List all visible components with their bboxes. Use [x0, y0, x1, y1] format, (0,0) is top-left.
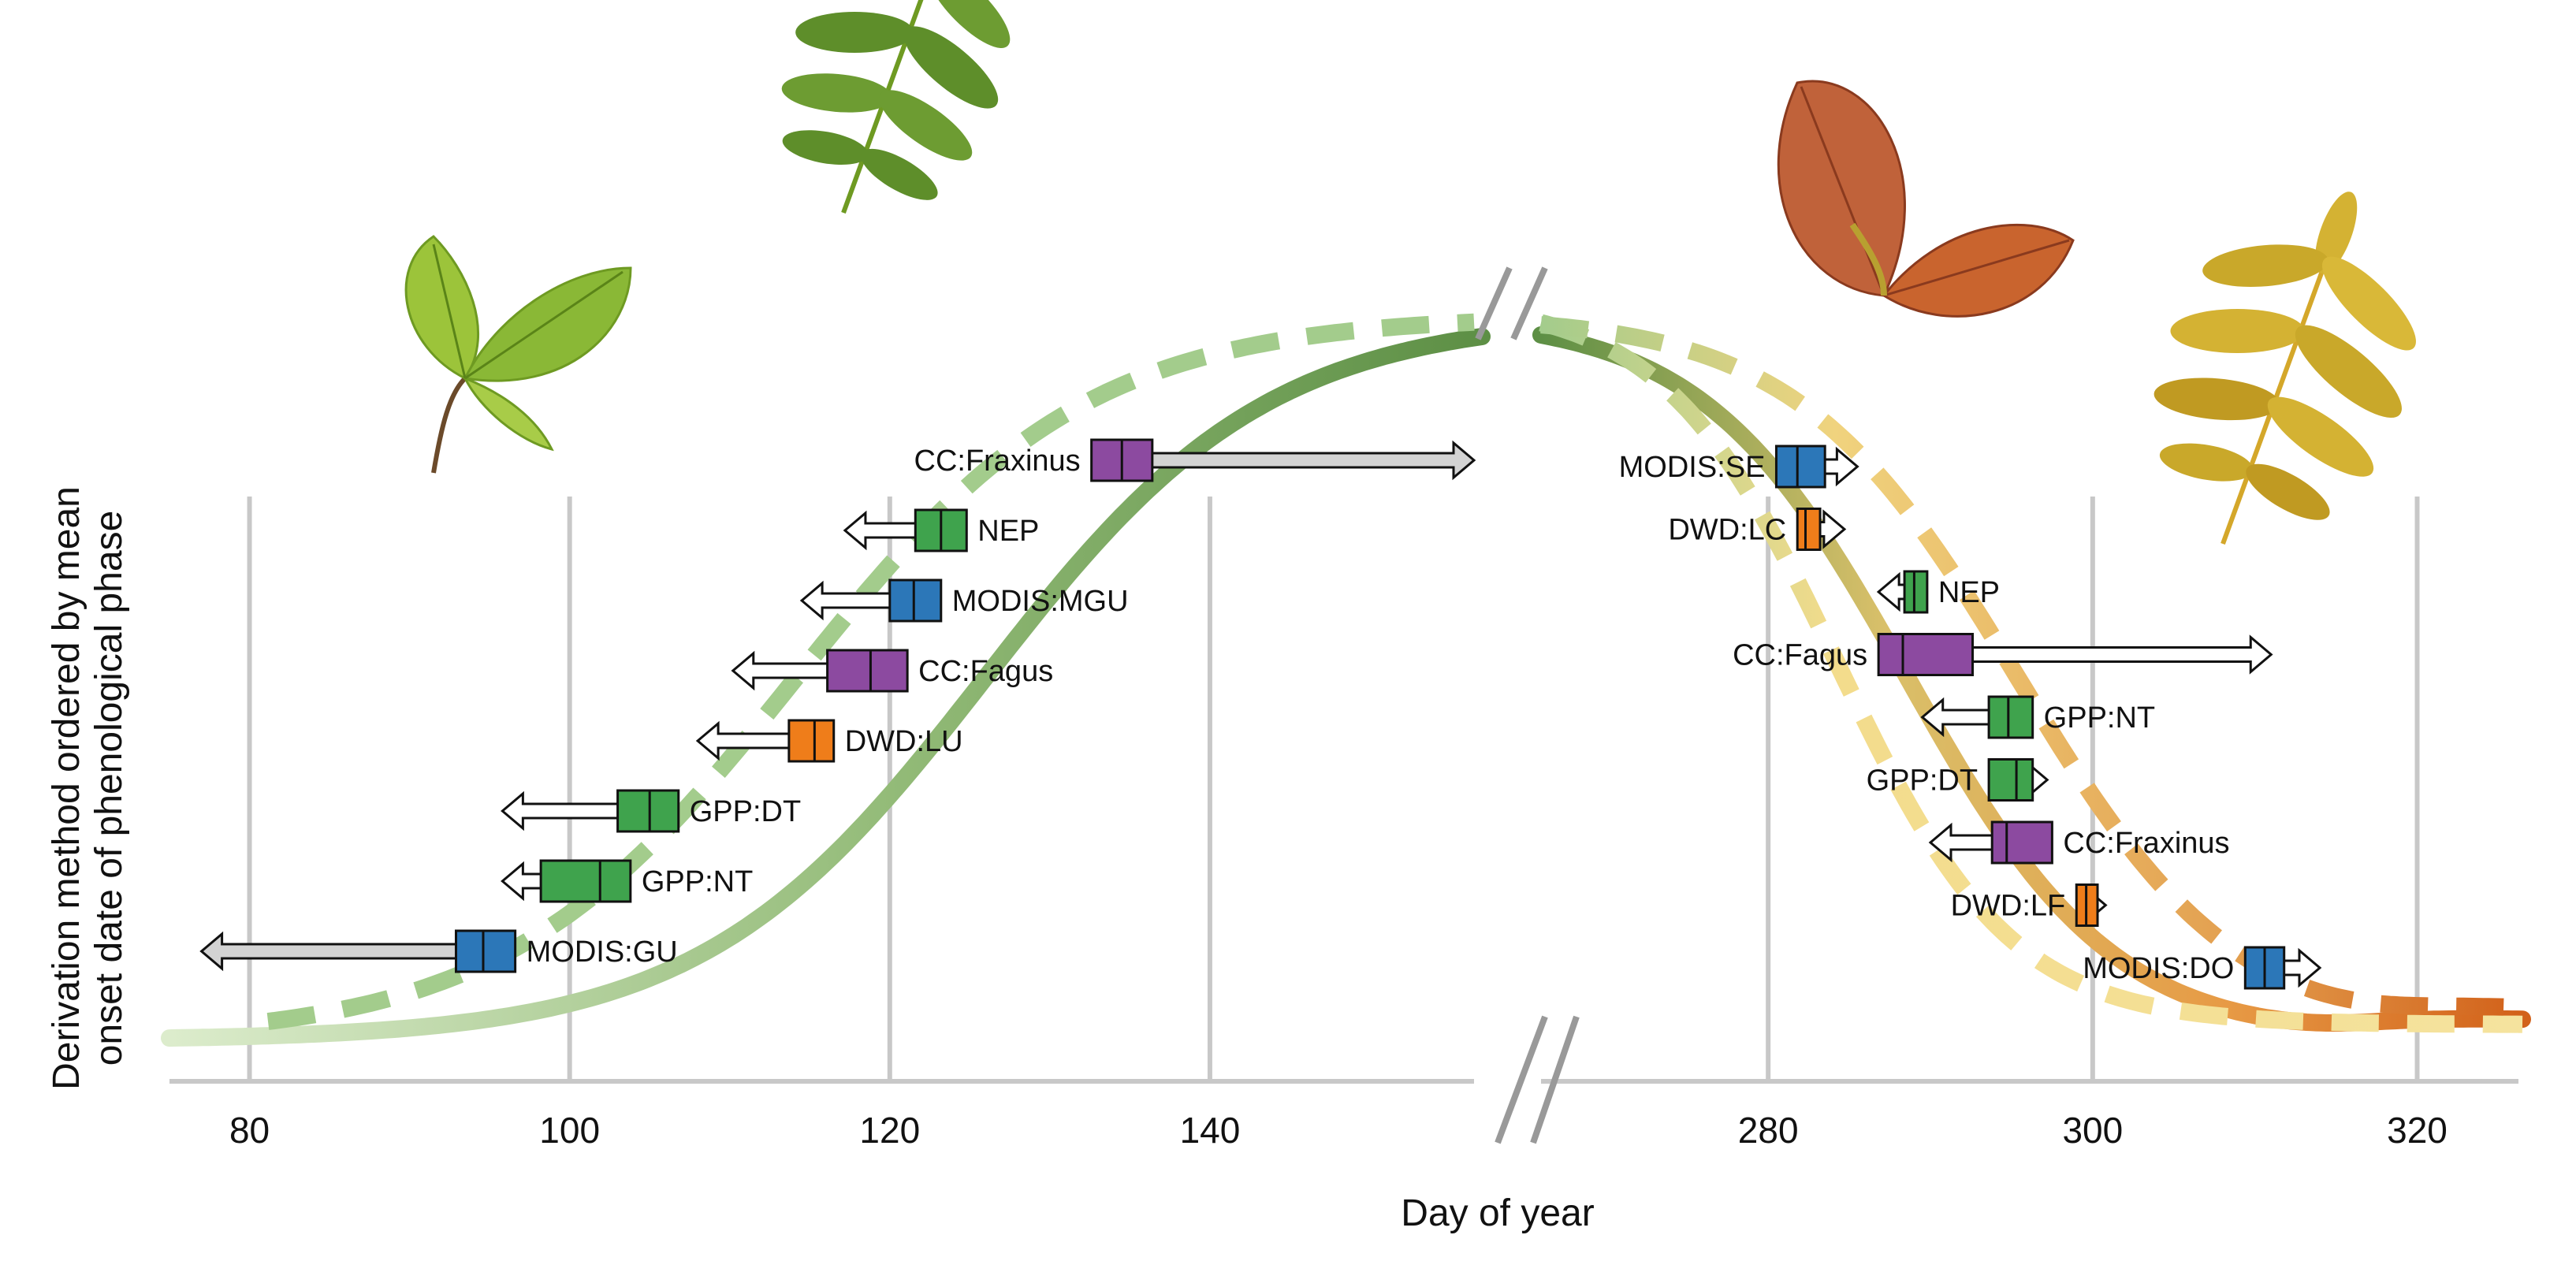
spring-curve-solid	[161, 328, 1491, 1047]
method-row-autumn-dwd-lc: DWD:LC	[1668, 508, 1847, 551]
ash-leaf-spring-icon	[781, 0, 1011, 214]
method-label: DWD:LU	[845, 725, 963, 758]
interval-box	[1877, 633, 1975, 676]
method-row-spring-gpp-dt: GPP:DT	[501, 789, 801, 833]
method-label: GPP:DT	[690, 795, 801, 828]
x-tick-label-120: 120	[859, 1110, 920, 1151]
x-tick-label-320: 320	[2387, 1110, 2448, 1151]
spring-curve-dashed	[266, 313, 1475, 1030]
method-row-spring-nep: NEP	[843, 508, 1039, 552]
method-row-autumn-gpp-dt: GPP:DT	[1867, 758, 2049, 802]
interval-box	[454, 929, 517, 973]
interval-box	[539, 859, 632, 903]
method-label: GPP:DT	[1867, 764, 1978, 798]
method-label: NEP	[977, 515, 1039, 548]
autumn-curve-dashed-early	[1539, 314, 2523, 1033]
method-row-autumn-nep: NEP	[1876, 570, 2000, 614]
interval-box	[1903, 570, 1929, 614]
method-row-autumn-dwd-lf: DWD:LF	[1951, 883, 2108, 927]
x-tick-label-140: 140	[1180, 1110, 1241, 1151]
interval-box	[1990, 820, 2053, 865]
y-axis-title-line1: Derivation method ordered by mean	[46, 486, 87, 1090]
method-label: GPP:NT	[2044, 701, 2155, 735]
x-tick-label-80: 80	[229, 1110, 270, 1151]
interval-box	[1774, 445, 1826, 489]
method-intervals: CC:Fraxinus NEP MODIS:MGU CC:Fagus DWD:LU GPP…	[199, 438, 2322, 990]
interval-box	[1796, 508, 1822, 551]
axis-break-mark-top-1	[1510, 266, 1548, 340]
x-axis-title: Day of year	[1401, 1192, 1594, 1234]
trend-arrow	[1120, 440, 1476, 481]
method-label: MODIS:MGU	[952, 585, 1129, 618]
interval-box	[1987, 758, 2034, 802]
method-row-autumn-modis-se: MODIS:SE	[1619, 445, 1859, 489]
method-row-spring-modis-mgu: MODIS:MGU	[799, 578, 1129, 623]
x-tick-label-280: 280	[1738, 1110, 1799, 1151]
method-label: MODIS:GU	[527, 936, 678, 969]
x-tick-label-300: 300	[2062, 1110, 2123, 1151]
method-label: DWD:LC	[1668, 514, 1786, 547]
method-label: CC:Fraxinus	[914, 445, 1081, 478]
interval-box	[1987, 695, 2034, 739]
method-label: DWD:LF	[1951, 890, 2066, 923]
method-row-autumn-modis-do: MODIS:DO	[2083, 946, 2322, 990]
interval-box	[787, 719, 836, 763]
method-row-autumn-gpp-nt: GPP:NT	[1920, 695, 2155, 739]
method-row-spring-cc-fraxinus: CC:Fraxinus	[914, 438, 1476, 482]
method-label: CC:Fagus	[918, 655, 1053, 688]
method-row-spring-dwd-lu: DWD:LU	[695, 719, 963, 763]
trend-arrow	[199, 931, 485, 972]
axis-break-mark-bottom-1	[1530, 1015, 1580, 1144]
beech-leaf-spring-icon	[404, 235, 632, 474]
y-axis-title: Derivation method ordered by mean onset …	[46, 486, 130, 1090]
method-label: CC:Fagus	[1733, 639, 1867, 672]
ash-leaf-autumn-icon	[2153, 192, 2416, 545]
method-row-spring-modis-gu: MODIS:GU	[199, 929, 678, 973]
method-label: GPP:NT	[642, 865, 753, 898]
interval-box	[826, 649, 909, 693]
method-label: MODIS:DO	[2083, 952, 2234, 985]
axis-break-mark-bottom-0	[1495, 1015, 1548, 1144]
method-row-spring-cc-fagus: CC:Fagus	[731, 649, 1053, 693]
interval-box	[616, 789, 680, 833]
method-label: NEP	[1938, 576, 2000, 609]
method-label: CC:Fraxinus	[2063, 827, 2229, 860]
autumn-curve-dashed-late	[1540, 316, 2523, 1017]
method-label: MODIS:SE	[1619, 451, 1766, 484]
phenology-curves	[161, 313, 2531, 1047]
method-row-autumn-cc-fagus: CC:Fagus	[1733, 633, 2273, 676]
x-axis: 80 100 120 140 280 300 320	[169, 266, 2518, 1151]
method-row-spring-gpp-nt: GPP:NT	[501, 859, 753, 903]
beech-leaf-autumn-icon	[1777, 80, 2075, 318]
axis-break-mark-top-0	[1475, 266, 1513, 340]
x-tick-label-100: 100	[539, 1110, 600, 1151]
method-row-autumn-cc-fraxinus: CC:Fraxinus	[1928, 820, 2230, 865]
interval-box	[888, 578, 943, 623]
y-axis-title-line2: onset date of phenological phase	[88, 511, 130, 1066]
